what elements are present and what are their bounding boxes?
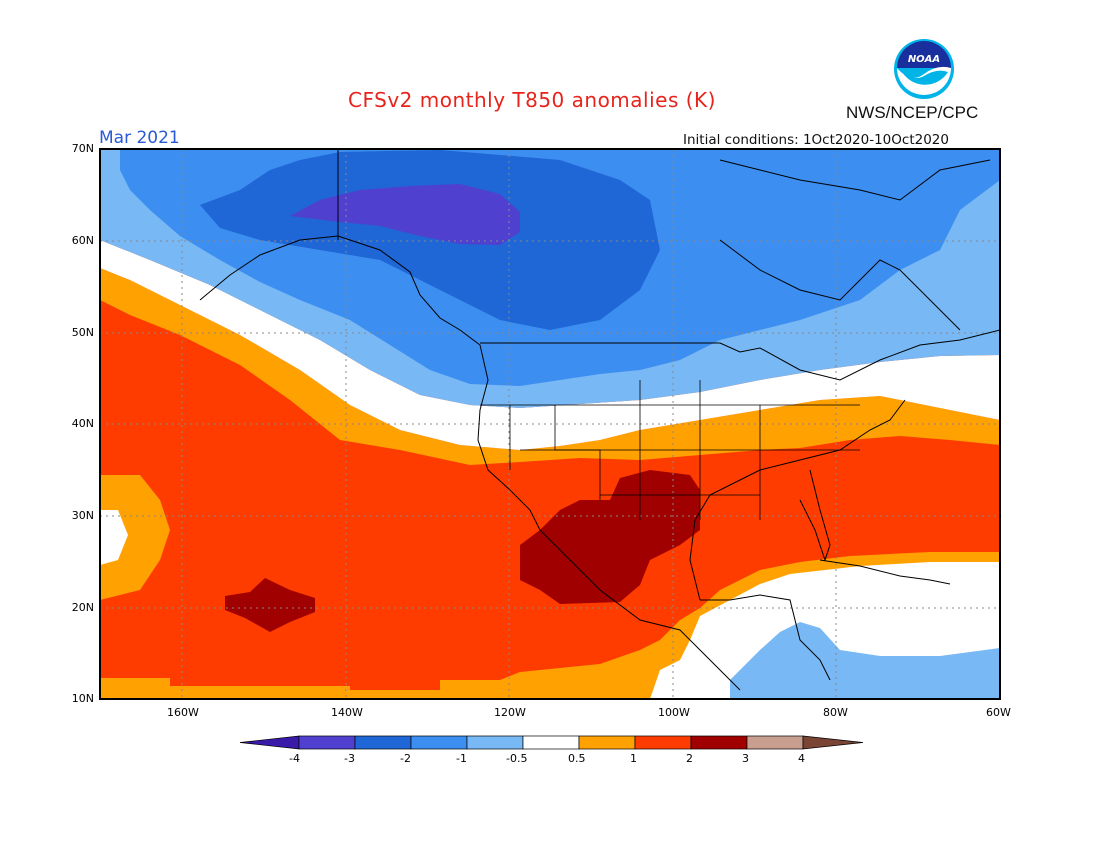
agency-label: NWS/NCEP/CPC [846, 103, 979, 122]
lat-axis: 70N 60N 50N 40N 30N 20N 10N [60, 0, 100, 850]
legend-tick: -4 [289, 752, 300, 765]
lon-label: 100W [658, 706, 690, 719]
legend-swatch [410, 735, 468, 750]
legend-tick: -0.5 [506, 752, 528, 765]
legend-tick: -1 [456, 752, 467, 765]
lon-label: 60W [986, 706, 1011, 719]
lon-axis: 160W 140W 120W 100W 80W 60W [0, 706, 1100, 726]
legend-swatch [298, 735, 356, 750]
lon-label: 80W [823, 706, 848, 719]
legend-swatch [466, 735, 524, 750]
legend-tick: 4 [798, 752, 805, 765]
forecast-month: Mar 2021 [99, 128, 180, 148]
legend-swatch [354, 735, 412, 750]
map-frame [99, 148, 1001, 700]
legend-tick: 3 [742, 752, 749, 765]
noaa-logo-icon: NOAA [894, 39, 954, 99]
lon-label: 120W [494, 706, 526, 719]
legend-tick: 0.5 [568, 752, 586, 765]
lat-label: 10N [71, 692, 94, 705]
color-legend [239, 735, 864, 750]
legend-tick: -2 [400, 752, 411, 765]
lat-label: 70N [71, 142, 94, 155]
lat-label: 60N [71, 234, 94, 247]
legend-swatch [522, 735, 580, 750]
legend-swatch [746, 735, 804, 750]
legend-tick: 2 [686, 752, 693, 765]
lon-label: 160W [167, 706, 199, 719]
lat-label: 20N [71, 601, 94, 614]
lat-label: 50N [71, 326, 94, 339]
lon-label: 140W [331, 706, 363, 719]
legend-arrow-high [802, 735, 864, 750]
legend-swatch [578, 735, 636, 750]
svg-text:NOAA: NOAA [908, 54, 940, 65]
initial-conditions: Initial conditions: 1Oct2020-10Oct2020 [683, 132, 949, 148]
legend-tick: 1 [630, 752, 637, 765]
legend-tick: -3 [344, 752, 355, 765]
legend-swatch [690, 735, 748, 750]
lat-label: 40N [71, 417, 94, 430]
legend-swatch [634, 735, 692, 750]
map-title: CFSv2 monthly T850 anomalies (K) [348, 88, 716, 112]
legend-arrow-low [239, 735, 300, 750]
lat-label: 30N [71, 509, 94, 522]
legend-labels: -4 -3 -2 -1 -0.5 0.5 1 2 3 4 [0, 752, 1100, 768]
